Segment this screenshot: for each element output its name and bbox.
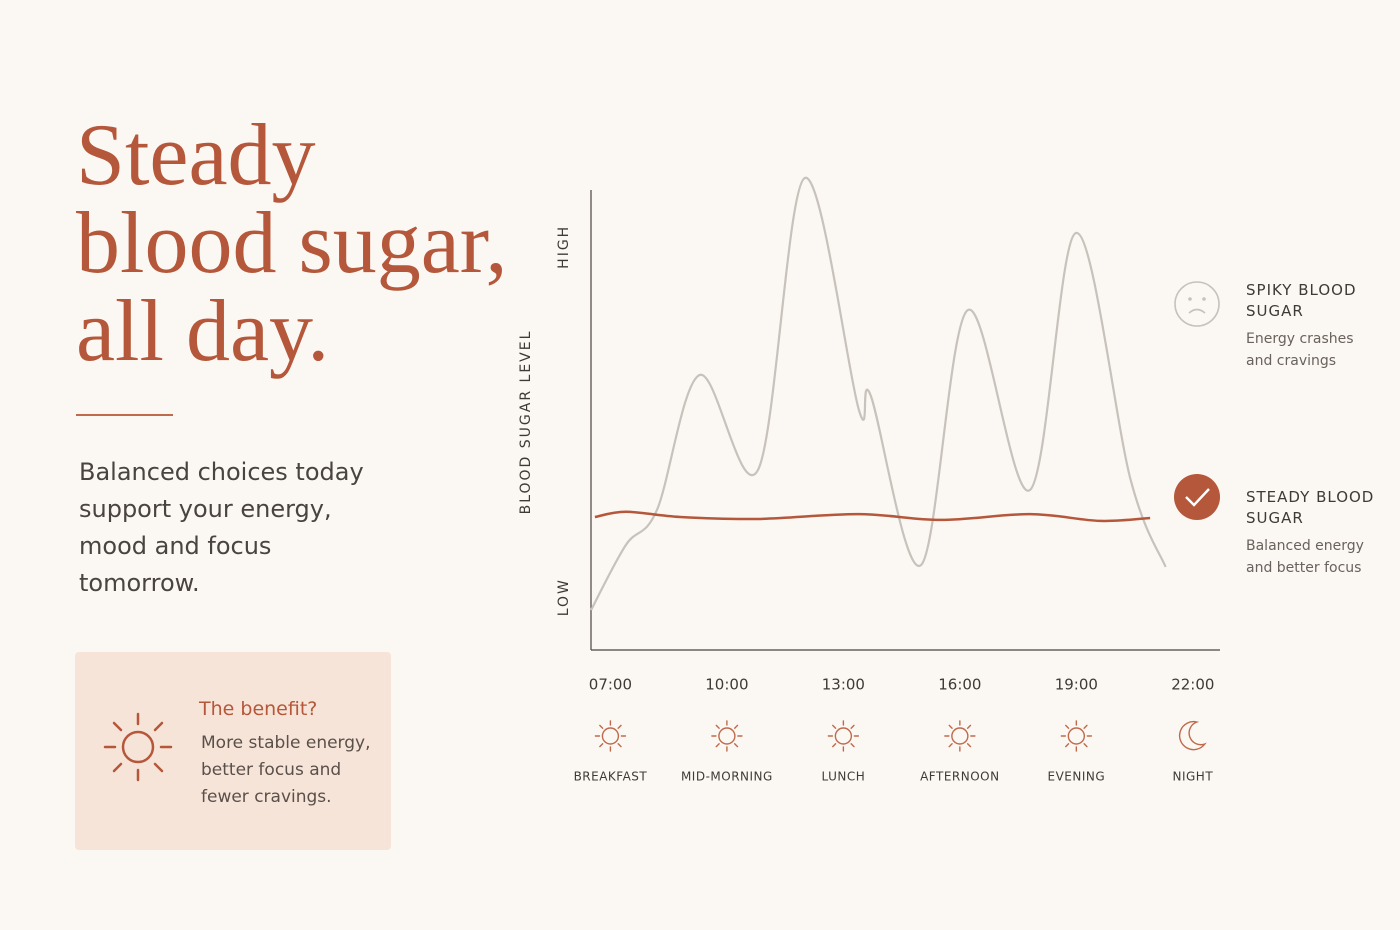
benefit-text: More stable energy, better focus and few… [201, 733, 371, 807]
period-label: BREAKFAST [574, 770, 648, 784]
ray [617, 724, 622, 729]
ray [966, 743, 972, 748]
legend-label: SPIKY BLOOD SUGAR [1246, 281, 1357, 320]
series-line [594, 510, 1151, 523]
x-tick: 13:00 [822, 676, 865, 694]
x-tick-label: 19:00 [1055, 676, 1098, 694]
headline-line: all day. [76, 283, 330, 380]
ray [599, 724, 604, 729]
headline-line: Steady [76, 107, 316, 204]
x-tick-label: 16:00 [938, 676, 981, 694]
period-icon [1178, 720, 1207, 751]
x-tick: 22:00 [1171, 676, 1214, 694]
sun [951, 727, 969, 745]
sun [718, 727, 736, 745]
legend-label: STEADY BLOOD SUGAR [1246, 488, 1375, 527]
x-tick-label: 10:00 [705, 676, 748, 694]
sun [601, 727, 620, 745]
x-tick: 07:00 [589, 676, 632, 694]
ray [832, 724, 837, 729]
x-tick-label: 07:00 [589, 676, 632, 694]
ray [733, 724, 739, 729]
moon [1178, 720, 1207, 751]
legend-description: Balanced energy and better focus [1246, 538, 1364, 576]
y-tick: LOW [556, 578, 572, 616]
eye [1188, 297, 1192, 301]
face [1174, 281, 1220, 327]
ray [850, 724, 855, 729]
lead-text: Balanced choices today support your ener… [79, 458, 364, 597]
period-label: NIGHT [1172, 770, 1213, 784]
y-tick-label: LOW [556, 578, 572, 616]
check [1185, 488, 1210, 507]
y-tick-label: HIGH [556, 225, 572, 269]
x-tick: 19:00 [1055, 676, 1098, 694]
series-line [590, 177, 1167, 611]
period-icon [944, 720, 976, 752]
ray [617, 743, 622, 748]
ray [948, 724, 953, 729]
period-label: MID-MORNING [681, 770, 773, 784]
ray [948, 743, 953, 748]
sun [1067, 727, 1086, 745]
period-icon [594, 720, 627, 752]
period-label: EVENING [1048, 770, 1106, 784]
legend-icon [1174, 281, 1220, 327]
ray [733, 743, 739, 748]
benefit-box [75, 652, 391, 850]
eye [1202, 297, 1206, 301]
legend-description: Energy crashes and cravings [1246, 331, 1354, 369]
headline-line: blood sugar, [76, 195, 508, 292]
ray [599, 743, 604, 748]
ray [1083, 724, 1088, 729]
sun [834, 727, 853, 745]
ray [715, 743, 720, 748]
x-tick: 10:00 [705, 676, 748, 694]
x-tick: 16:00 [938, 676, 981, 694]
headline: Steady blood sugar, all day. [76, 112, 508, 376]
divider [76, 414, 173, 416]
y-axis-title: BLOOD SUGAR LEVEL [518, 330, 534, 515]
sun-icon [103, 712, 173, 782]
ray [715, 724, 720, 729]
period-label: AFTERNOON [920, 770, 1000, 784]
period-icon [1060, 720, 1093, 752]
legend-icon [1174, 474, 1220, 520]
x-tick-label: 13:00 [822, 676, 865, 694]
period-icon [827, 720, 860, 752]
mouth [1188, 308, 1206, 314]
ray [1083, 743, 1088, 748]
x-tick-label: 22:00 [1171, 676, 1214, 694]
ray [850, 743, 855, 748]
ray [966, 724, 972, 729]
ray [1065, 724, 1070, 729]
ray [832, 743, 837, 748]
benefit-title: The benefit? [199, 698, 318, 720]
ray [1065, 743, 1070, 748]
y-tick: HIGH [556, 225, 572, 269]
period-label: LUNCH [822, 770, 866, 784]
period-icon [711, 720, 743, 752]
